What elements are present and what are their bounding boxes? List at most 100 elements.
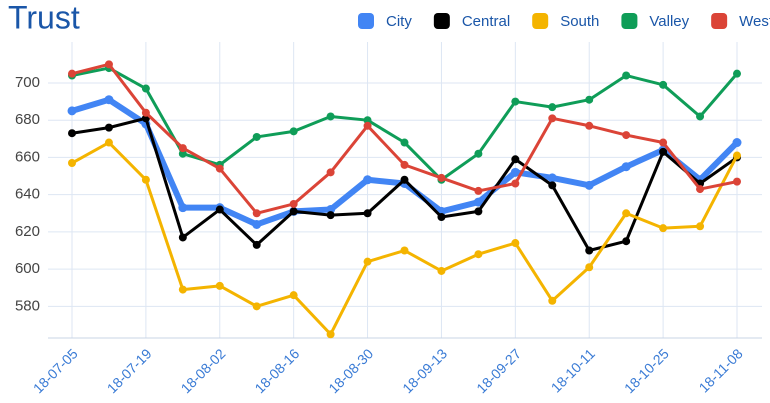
point bbox=[178, 233, 187, 242]
point bbox=[400, 246, 409, 255]
legend-label: Valley bbox=[649, 13, 689, 30]
point bbox=[696, 185, 705, 194]
point bbox=[474, 250, 483, 259]
x-tick-label: 18-11-08 bbox=[696, 345, 746, 395]
point bbox=[510, 167, 520, 177]
point bbox=[511, 239, 520, 248]
point bbox=[622, 131, 631, 140]
point bbox=[511, 155, 520, 164]
point bbox=[104, 60, 113, 69]
point bbox=[326, 112, 335, 121]
y-tick-label: 640 bbox=[15, 186, 40, 203]
y-tick-label: 660 bbox=[15, 148, 40, 165]
point bbox=[104, 138, 113, 147]
legend-marker bbox=[433, 13, 450, 29]
point bbox=[659, 147, 668, 156]
point bbox=[473, 197, 483, 207]
y-tick-label: 620 bbox=[15, 223, 40, 240]
point bbox=[584, 180, 594, 190]
y-tick-label: 700 bbox=[15, 74, 40, 91]
point bbox=[326, 330, 335, 339]
point bbox=[104, 123, 113, 132]
legend-marker bbox=[621, 13, 638, 29]
point bbox=[585, 246, 594, 255]
point bbox=[215, 281, 224, 290]
y-tick-label: 600 bbox=[15, 260, 40, 277]
point bbox=[733, 151, 741, 160]
legend-marker bbox=[532, 13, 549, 29]
x-tick-label: 18-10-25 bbox=[621, 345, 672, 396]
point bbox=[400, 175, 409, 184]
point bbox=[548, 181, 557, 190]
point bbox=[67, 106, 77, 116]
point bbox=[68, 129, 76, 138]
point bbox=[400, 160, 409, 169]
point bbox=[68, 69, 76, 78]
point bbox=[585, 121, 594, 130]
point bbox=[733, 69, 741, 78]
x-tick-label: 18-10-11 bbox=[548, 345, 598, 395]
point bbox=[437, 173, 446, 182]
point bbox=[659, 138, 668, 147]
legend-marker bbox=[358, 13, 374, 29]
point bbox=[547, 173, 557, 183]
point bbox=[141, 175, 150, 184]
point bbox=[178, 144, 187, 153]
point bbox=[733, 177, 741, 186]
point bbox=[363, 257, 372, 266]
point bbox=[621, 162, 631, 172]
point bbox=[659, 224, 668, 233]
point bbox=[326, 168, 335, 177]
point bbox=[178, 285, 187, 294]
point bbox=[326, 211, 335, 220]
point bbox=[585, 95, 594, 104]
point bbox=[474, 207, 483, 216]
point bbox=[289, 199, 298, 208]
point bbox=[252, 240, 261, 249]
point bbox=[363, 175, 373, 185]
point bbox=[141, 84, 150, 93]
point bbox=[178, 203, 188, 213]
x-tick-label: 18-08-30 bbox=[325, 345, 376, 396]
point bbox=[252, 209, 261, 218]
point bbox=[511, 179, 520, 188]
point bbox=[548, 114, 557, 123]
point bbox=[289, 127, 298, 136]
point bbox=[548, 103, 557, 112]
point bbox=[474, 186, 483, 195]
series-line bbox=[71, 141, 739, 336]
point bbox=[104, 95, 114, 105]
point bbox=[585, 263, 594, 272]
chart-title: Trust bbox=[8, 0, 80, 35]
legend-label: South bbox=[560, 13, 599, 30]
point bbox=[696, 112, 705, 121]
point bbox=[437, 266, 446, 275]
point bbox=[622, 209, 631, 218]
point bbox=[215, 205, 224, 214]
point bbox=[141, 108, 150, 117]
point bbox=[289, 291, 298, 300]
point bbox=[363, 121, 372, 130]
point bbox=[659, 80, 668, 89]
x-tick-label: 18-09-13 bbox=[399, 345, 450, 396]
x-tick-label: 18-07-19 bbox=[104, 345, 155, 396]
point bbox=[622, 237, 631, 246]
x-tick-label: 18-08-16 bbox=[251, 345, 302, 396]
point bbox=[474, 149, 483, 158]
point bbox=[252, 132, 261, 141]
y-tick-label: 580 bbox=[15, 297, 40, 314]
point bbox=[400, 138, 409, 147]
point bbox=[68, 159, 76, 168]
legend-label: West bbox=[739, 13, 770, 30]
point bbox=[548, 296, 557, 305]
point bbox=[178, 149, 187, 158]
legend-label: Central bbox=[462, 13, 510, 30]
point bbox=[326, 205, 336, 215]
point bbox=[252, 219, 262, 229]
point bbox=[252, 302, 261, 311]
point bbox=[363, 116, 372, 125]
point bbox=[732, 138, 742, 148]
point bbox=[437, 212, 446, 221]
point bbox=[696, 222, 705, 231]
